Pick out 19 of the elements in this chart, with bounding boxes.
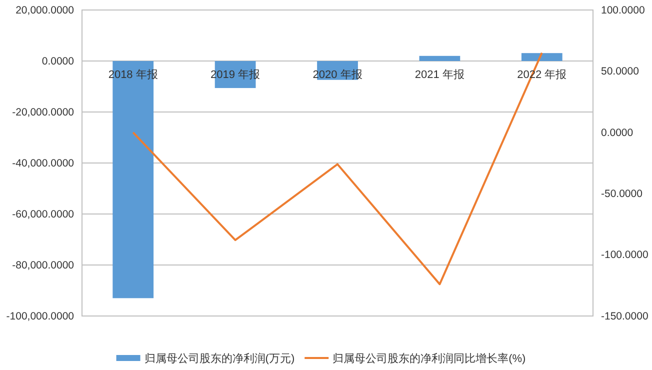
y-tick-label: -20,000.0000 xyxy=(12,106,74,118)
y2-tick-label: 50.0000 xyxy=(601,66,640,78)
y-tick-label: -40,000.0000 xyxy=(12,157,74,170)
y-tick-label: -100,000.0000 xyxy=(6,310,74,322)
bar xyxy=(419,56,460,61)
y-tick-label: 20,000.0000 xyxy=(16,4,74,16)
bar xyxy=(521,53,562,61)
y-tick-label: -60,000.0000 xyxy=(12,208,74,220)
y2-tick-label: -50.0000 xyxy=(601,188,643,200)
y2-tick-label: -150.0000 xyxy=(601,310,648,322)
x-tick-label: 2021 年报 xyxy=(414,69,464,81)
legend-label: 归属母公司股东的净利润同比增长率(%) xyxy=(332,352,526,365)
y2-tick-label: 0.0000 xyxy=(601,126,634,139)
y2-tick-label: 100.0000 xyxy=(601,4,645,16)
y-tick-label: -80,000.0000 xyxy=(12,259,74,272)
line-series xyxy=(132,52,543,286)
y-tick-label: 0.0000 xyxy=(42,55,74,68)
y2-tick-label: -100.0000 xyxy=(601,249,648,262)
legend-label: 归属母公司股东的净利润(万元) xyxy=(144,352,295,365)
